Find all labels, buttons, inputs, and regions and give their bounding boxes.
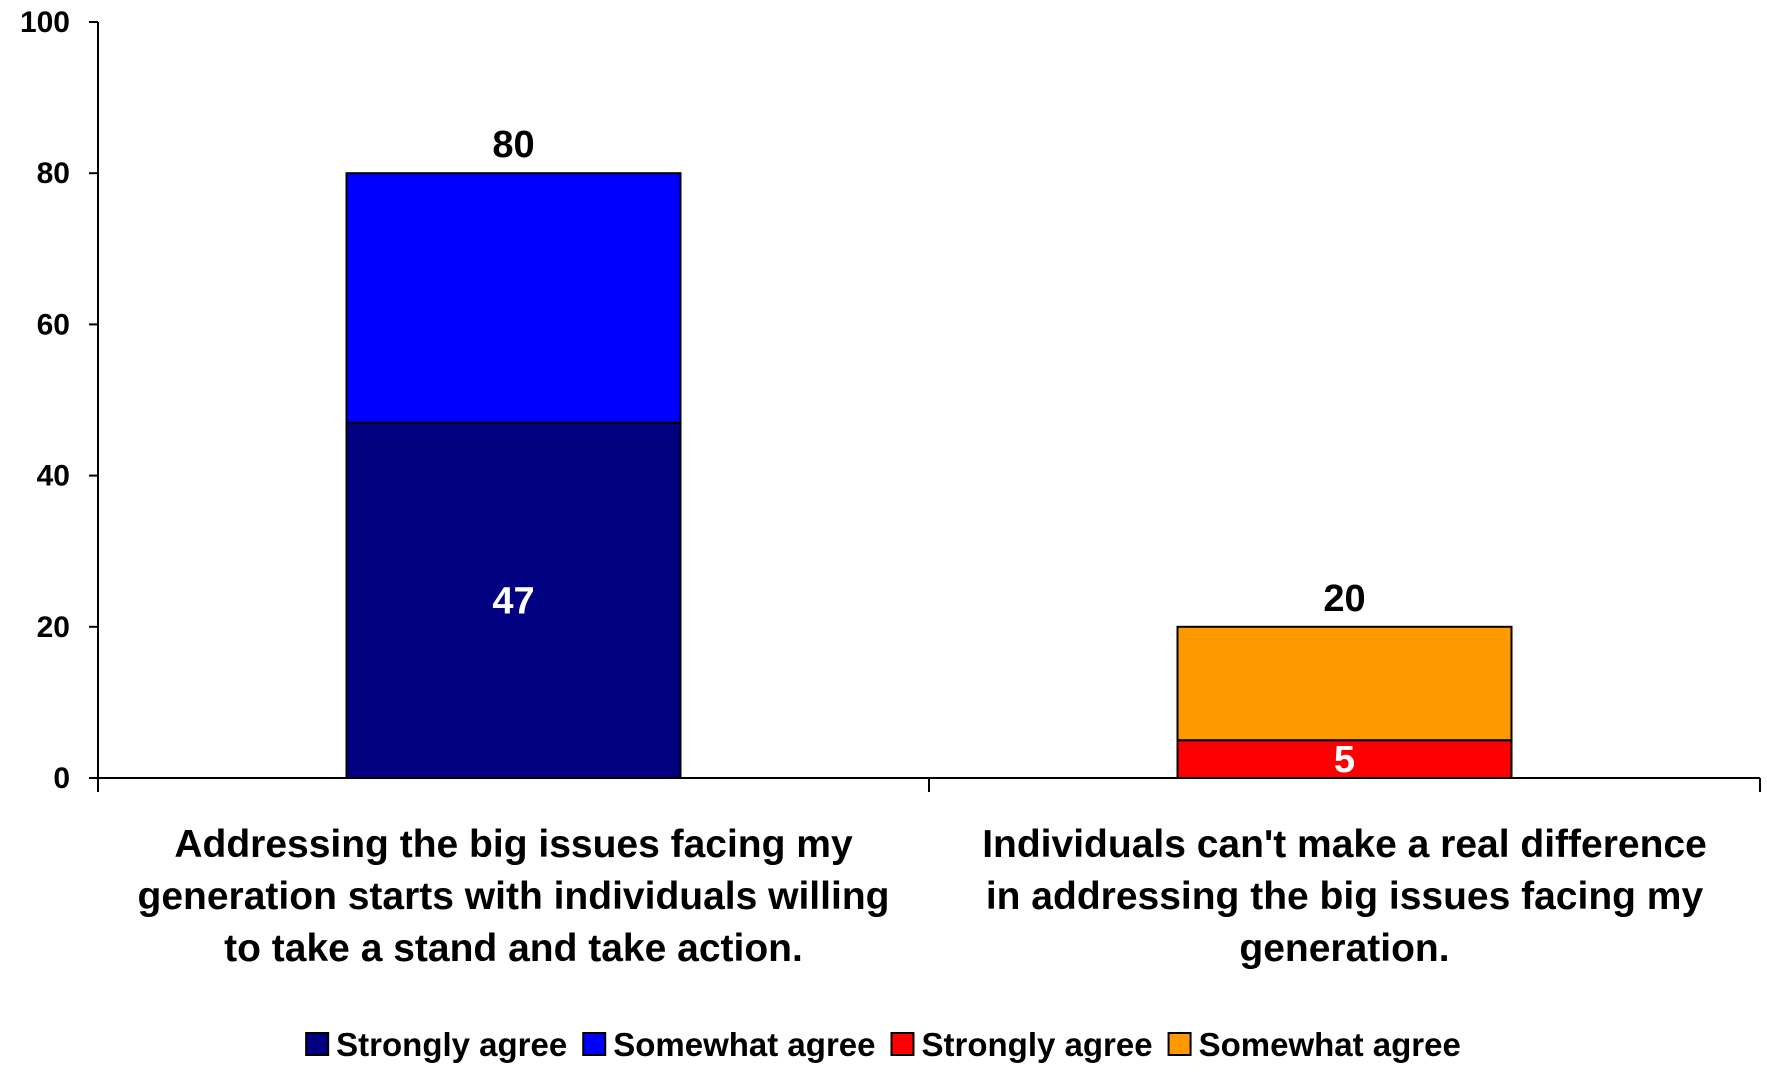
- bar-segment: [1176, 625, 1513, 742]
- plot-area: 0 20 40 60 80 100 47 80 Addressing the big issue…: [20, 6, 1761, 970]
- category-label-line: Addressing the big issues facing my: [174, 823, 853, 866]
- y-tick-label: 80: [37, 157, 70, 190]
- bar-segment: [1176, 739, 1513, 780]
- legend: Strongly agree Somewhat agree Strongly agr…: [305, 1026, 1461, 1063]
- category-label-line: generation starts with individuals willi…: [138, 875, 890, 918]
- category-label-line: to take a stand and take action.: [224, 927, 803, 970]
- category-label-line: Individuals can't make a real difference: [982, 823, 1707, 866]
- legend-swatch: [305, 1032, 330, 1056]
- segment-value-label: 5: [1334, 739, 1355, 781]
- legend-label: Strongly agree: [922, 1026, 1153, 1063]
- legend-swatch: [582, 1032, 607, 1056]
- legend-label: Strongly agree: [336, 1026, 567, 1063]
- legend-item: Strongly agree: [305, 1026, 567, 1063]
- legend-swatch: [1167, 1032, 1192, 1056]
- y-tick-label: 40: [37, 460, 70, 493]
- category-label-line: in addressing the big issues facing my: [986, 875, 1704, 918]
- bar-total-label: 20: [1323, 578, 1365, 620]
- legend-item: Somewhat agree: [582, 1026, 876, 1063]
- bar-segment: [345, 421, 682, 779]
- y-tick-label: 0: [53, 762, 70, 795]
- legend-label: Somewhat agree: [613, 1026, 875, 1063]
- category-label-line: generation.: [1239, 927, 1449, 970]
- legend-swatch: [890, 1032, 915, 1056]
- y-tick-label: 60: [37, 308, 70, 341]
- y-tick-label: 100: [20, 6, 70, 39]
- legend-item: Somewhat agree: [1167, 1026, 1461, 1063]
- legend-item: Strongly agree: [890, 1026, 1153, 1063]
- legend-label: Somewhat agree: [1199, 1026, 1461, 1063]
- bar-total-label: 80: [492, 124, 534, 166]
- bar-segment: [345, 172, 682, 424]
- y-tick-label: 20: [37, 611, 70, 644]
- segment-value-label: 47: [492, 580, 534, 622]
